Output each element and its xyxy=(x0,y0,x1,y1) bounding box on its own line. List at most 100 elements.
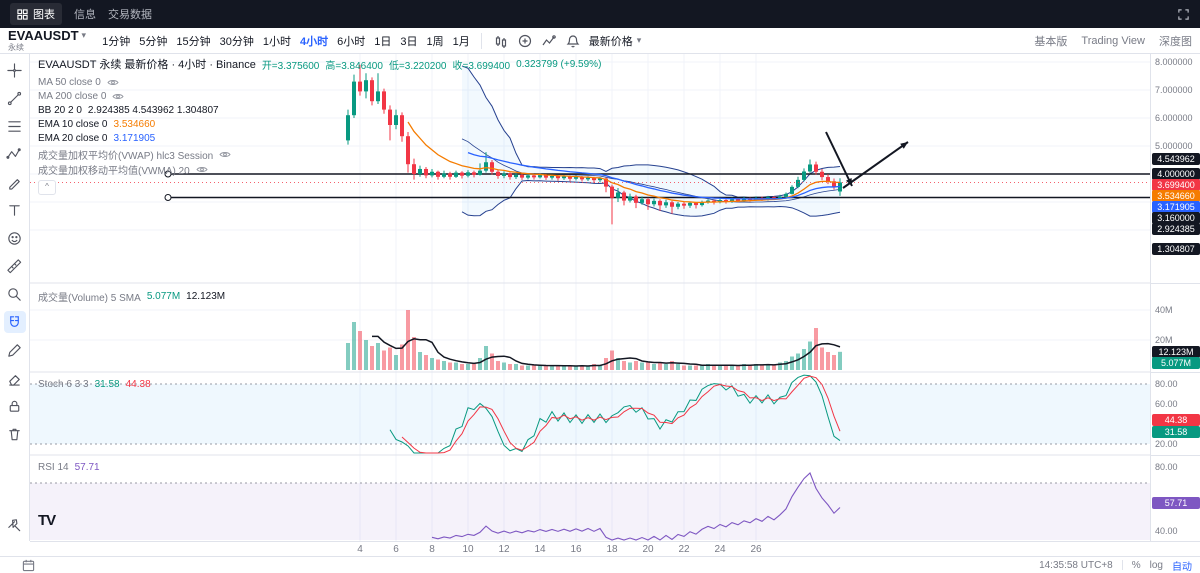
trash-icon[interactable] xyxy=(4,423,26,445)
legend-row-bb[interactable]: BB 20 2 0 2.924385 4.543962 1.304807 xyxy=(38,104,219,116)
fullscreen-icon[interactable] xyxy=(1177,8,1190,21)
volume-bar xyxy=(568,365,572,370)
eye-icon[interactable] xyxy=(107,78,119,87)
legend-row-ma200[interactable]: MA 200 close 0 xyxy=(38,90,124,102)
ema10-label: EMA 10 close 0 xyxy=(38,118,108,130)
chart-style-icon[interactable] xyxy=(489,31,513,51)
legend-row-vwma[interactable]: 成交量加权移动平均值(VWMA) 20 xyxy=(38,163,208,177)
timeframe-button-1月[interactable]: 1月 xyxy=(452,35,470,48)
price-legend-title-row[interactable]: EVAAUSDT 永续 最新价格 · 4小时 · Binance 开=3.375… xyxy=(38,58,601,72)
zoom-icon[interactable] xyxy=(4,283,26,305)
pattern-tool[interactable] xyxy=(4,143,26,165)
timeframe-button-3日[interactable]: 3日 xyxy=(400,35,418,48)
candle-body xyxy=(730,199,734,202)
calendar-icon[interactable] xyxy=(22,559,35,572)
eye-icon[interactable] xyxy=(112,92,124,101)
menu-trade-data[interactable]: 交易数据 xyxy=(108,9,152,21)
line-anchor xyxy=(164,194,172,202)
log-scale-button[interactable]: log xyxy=(1149,559,1163,571)
vwap-label: 成交量加权平均价(VWAP) hlc3 Session xyxy=(38,150,214,162)
volume-legend-row[interactable]: 成交量(Volume) 5 SMA 5.077M 12.123M xyxy=(38,290,225,304)
legend-row-ema10[interactable]: EMA 10 close 0 3.534660 xyxy=(38,118,155,130)
candle-body xyxy=(658,200,662,206)
eye-icon[interactable] xyxy=(196,165,208,174)
legend-row-ema20[interactable]: EMA 20 close 0 3.171905 xyxy=(38,132,155,144)
measure-tool[interactable] xyxy=(4,255,26,277)
toolbar-right-group: 基本版 Trading View 深度图 xyxy=(1034,33,1192,49)
lock-tool[interactable] xyxy=(4,395,26,417)
price-type-dropdown[interactable]: 最新价格 ▾ xyxy=(589,33,642,49)
timeframe-button-30分钟[interactable]: 30分钟 xyxy=(219,35,254,48)
price-scale[interactable]: 8.000000 7.000000 6.000000 5.000000 4.543962… xyxy=(1150,54,1200,541)
timeframe-button-4小时[interactable]: 4小时 xyxy=(299,35,329,48)
toolbar-divider xyxy=(480,32,482,49)
volume-bar xyxy=(490,353,494,370)
volume-bar xyxy=(706,364,710,370)
volume-bar xyxy=(478,358,482,370)
candle-body xyxy=(430,171,434,176)
timeframe-button-1日[interactable]: 1日 xyxy=(374,35,392,48)
legend-row-ma50[interactable]: MA 50 close 0 xyxy=(38,76,119,88)
timeframe-button-1周[interactable]: 1周 xyxy=(426,35,444,48)
legend-row-vwap[interactable]: 成交量加权平均价(VWAP) hlc3 Session xyxy=(38,148,231,162)
time-axis-label: 16 xyxy=(570,544,582,555)
time-axis[interactable]: 4 6 8 10 12 14 16 18 20 22 24 26 xyxy=(30,541,1200,557)
volume-bar xyxy=(700,365,704,370)
volume-bar xyxy=(436,359,440,370)
rsi-legend-row[interactable]: RSI 14 57.71 xyxy=(38,461,100,473)
symbol-toolbar: EVAAUSDT ▾ 永续 1分钟 5分钟 15分钟 30分钟 1小时 4小时 6小时 1日 3… xyxy=(0,28,1200,54)
depth-chart-link[interactable]: 深度图 xyxy=(1159,35,1192,48)
brush-tool[interactable] xyxy=(4,171,26,193)
menu-chart[interactable]: 图表 xyxy=(10,3,62,25)
volume-bar xyxy=(346,343,350,370)
tradingview-link[interactable]: Trading View xyxy=(1081,34,1145,47)
eye-icon[interactable] xyxy=(219,150,231,159)
candle-body xyxy=(406,136,410,165)
timeframe-button-15分钟[interactable]: 15分钟 xyxy=(176,35,211,48)
timeframe-button-1分钟[interactable]: 1分钟 xyxy=(102,35,131,48)
chart-canvas[interactable] xyxy=(30,54,1150,541)
clock-display[interactable]: 14:35:58 UTC+8 xyxy=(1039,559,1113,571)
alert-icon[interactable] xyxy=(561,31,585,51)
volume-sma-value: 5.077M xyxy=(146,290,181,302)
volume-bar xyxy=(556,365,560,370)
percent-scale-button[interactable]: % xyxy=(1131,559,1141,571)
candle-body xyxy=(802,171,806,180)
indicators-icon[interactable] xyxy=(537,31,561,51)
candle-body xyxy=(454,172,458,177)
volume-bar xyxy=(406,310,410,370)
basic-version-link[interactable]: 基本版 xyxy=(1034,35,1068,48)
compare-icon[interactable] xyxy=(513,31,537,51)
volume-bar xyxy=(730,365,734,370)
auto-scale-button[interactable]: 自动 xyxy=(1172,561,1192,573)
chevron-down-icon: ▾ xyxy=(81,30,87,40)
timeframe-button-5分钟[interactable]: 5分钟 xyxy=(139,35,168,48)
stoch-legend-row[interactable]: Stoch 6 3 3 31.58 44.38 xyxy=(38,378,151,390)
time-axis-label: 4 xyxy=(357,544,363,555)
volume-bar xyxy=(826,352,830,370)
crosshair-tool[interactable] xyxy=(4,59,26,81)
timeframe-button-1小时[interactable]: 1小时 xyxy=(262,35,291,48)
legend-collapse-button[interactable]: ^ xyxy=(38,180,56,195)
emoji-tool[interactable] xyxy=(4,227,26,249)
volume-bar xyxy=(640,362,644,370)
candle-body xyxy=(502,173,506,176)
symbol-selector[interactable]: EVAAUSDT ▾ 永续 xyxy=(8,29,86,52)
volume-bar xyxy=(370,346,374,370)
timeframe-button-6小时[interactable]: 6小时 xyxy=(337,35,366,48)
symbol-name: EVAAUSDT xyxy=(8,28,79,43)
price-badge: 3.534660 xyxy=(1152,190,1200,202)
trend-line-tool[interactable] xyxy=(4,87,26,109)
pencil-tool[interactable] xyxy=(4,339,26,361)
magnet-tool[interactable] xyxy=(3,311,26,333)
price-badge: 31.58 xyxy=(1152,426,1200,439)
eraser-tool[interactable] xyxy=(4,367,26,389)
menu-info[interactable]: 信息 xyxy=(74,9,96,21)
candle-body xyxy=(466,172,470,176)
time-axis-label: 20 xyxy=(642,544,654,555)
tools-icon[interactable] xyxy=(4,514,26,536)
text-tool[interactable] xyxy=(4,199,26,221)
volume-bar xyxy=(838,351,842,370)
fib-retracement-tool[interactable] xyxy=(4,115,26,137)
tradingview-logo[interactable]: TV xyxy=(38,512,56,529)
